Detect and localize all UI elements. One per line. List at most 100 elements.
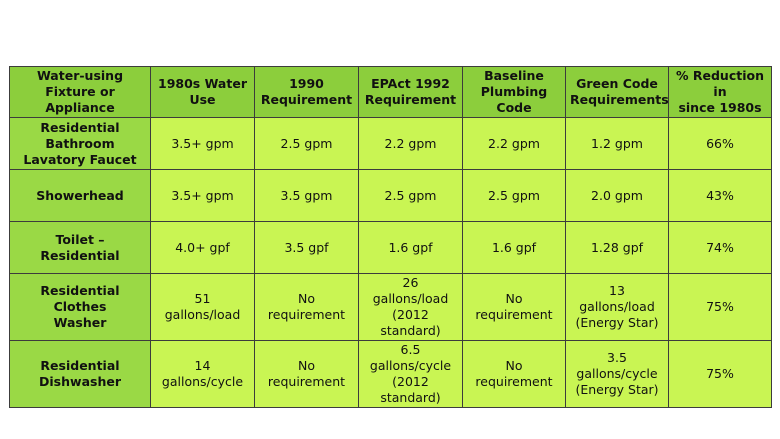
cell-text: 75% bbox=[706, 299, 734, 314]
cell-text: No requirement bbox=[267, 291, 346, 322]
row-header-text: Residential Dishwasher bbox=[39, 358, 121, 389]
cell-percent-reduction: 43% bbox=[668, 169, 772, 222]
cell-epact-1992: 2.2 gpm bbox=[358, 117, 463, 170]
cell-text: 1.2 gpm bbox=[591, 135, 643, 151]
cell-epact-1992: 2.5 gpm bbox=[358, 169, 463, 222]
cell-note: (Energy Star) bbox=[575, 382, 659, 397]
cell-1990-requirement: No requirement bbox=[254, 340, 359, 408]
cell-text: 51 gallons/load bbox=[164, 291, 241, 322]
cell-green-code: 13 gallons/load (Energy Star) bbox=[565, 273, 669, 341]
row-header-text: Residential Bathroom bbox=[40, 119, 120, 151]
cell-text: No requirement bbox=[267, 358, 346, 389]
row-header-fixture: Showerhead bbox=[9, 169, 151, 222]
cell-green-code: 2.0 gpm bbox=[565, 169, 669, 222]
header-text: Requirement bbox=[364, 92, 457, 107]
cell-epact-1992: 1.6 gpf bbox=[358, 221, 463, 274]
header-text: Water-using Fixture or bbox=[36, 68, 124, 99]
cell-text: 14 gallons/cycle bbox=[161, 358, 244, 389]
cell-text: 6.5 gallons/cycle bbox=[369, 342, 452, 373]
table-row: Showerhead 3.5+ gpm 3.5 gpm 2.5 gpm 2.5 … bbox=[9, 169, 772, 222]
header-text: 1990 bbox=[289, 76, 324, 91]
header-1980s-water-use: 1980s Water Use bbox=[150, 66, 255, 118]
header-green-code: Green Code Requirements bbox=[565, 66, 669, 118]
cell-text: 3.5 gallons/cycle bbox=[576, 350, 658, 381]
row-header-fixture: Residential Dishwasher bbox=[9, 340, 151, 408]
header-text: Plumbing Code bbox=[480, 84, 548, 115]
cell-1980s-water-use: 3.5+ gpm bbox=[150, 117, 255, 170]
header-percent-reduction: % Reduction in since 1980s bbox=[668, 66, 772, 118]
cell-baseline-plumbing-code: No requirement bbox=[462, 340, 566, 408]
cell-epact-1992: 26 gallons/load (2012 standard) bbox=[358, 273, 463, 341]
table-header-row: Water-using Fixture or Appliance 1980s W… bbox=[9, 66, 772, 118]
cell-text: 1.6 gpf bbox=[388, 239, 433, 255]
cell-text: 75% bbox=[706, 366, 734, 381]
row-header-text: Showerhead bbox=[36, 187, 124, 203]
cell-text: 3.5+ gpm bbox=[171, 187, 234, 203]
header-fixture: Water-using Fixture or Appliance bbox=[9, 66, 151, 118]
cell-1980s-water-use: 51 gallons/load bbox=[150, 273, 255, 341]
header-text: Baseline bbox=[484, 68, 544, 83]
row-header-text: Toilet – Residential bbox=[40, 231, 120, 263]
row-header-text: Residential Clothes bbox=[40, 283, 120, 314]
cell-percent-reduction: 74% bbox=[668, 221, 772, 274]
cell-text: 2.0 gpm bbox=[591, 187, 643, 203]
cell-text: No requirement bbox=[475, 358, 553, 389]
row-header-text: Lavatory Faucet bbox=[23, 151, 137, 167]
cell-1990-requirement: No requirement bbox=[254, 273, 359, 341]
header-1990-requirement: 1990 Requirement bbox=[254, 66, 359, 118]
cell-note: (Energy Star) bbox=[575, 315, 659, 330]
row-header-fixture: Residential Bathroom Lavatory Faucet bbox=[9, 117, 151, 170]
header-text: since 1980s bbox=[678, 100, 762, 115]
cell-percent-reduction: 75% bbox=[668, 273, 772, 341]
cell-text: 2.5 gpm bbox=[488, 187, 540, 203]
water-use-table: Water-using Fixture or Appliance 1980s W… bbox=[9, 66, 772, 408]
cell-text: 2.2 gpm bbox=[488, 135, 540, 151]
cell-baseline-plumbing-code: 2.5 gpm bbox=[462, 169, 566, 222]
cell-baseline-plumbing-code: 2.2 gpm bbox=[462, 117, 566, 170]
cell-baseline-plumbing-code: No requirement bbox=[462, 273, 566, 341]
table-row: Toilet – Residential 4.0+ gpf 3.5 gpf 1.… bbox=[9, 221, 772, 274]
cell-1980s-water-use: 4.0+ gpf bbox=[150, 221, 255, 274]
header-text: Appliance bbox=[45, 100, 115, 115]
cell-text: 2.5 gpm bbox=[280, 135, 333, 151]
row-header-text: Washer bbox=[53, 315, 107, 330]
cell-1990-requirement: 3.5 gpm bbox=[254, 169, 359, 222]
cell-note: (2012 standard) bbox=[380, 307, 441, 338]
cell-text: 13 gallons/load bbox=[579, 283, 655, 314]
header-text: Green Code bbox=[576, 76, 658, 91]
cell-text: 3.5+ gpm bbox=[171, 135, 234, 151]
cell-text: 3.5 gpf bbox=[284, 239, 329, 255]
header-text: Requirements bbox=[570, 92, 669, 107]
header-text: % Reduction in bbox=[676, 68, 764, 99]
cell-epact-1992: 6.5 gallons/cycle (2012 standard) bbox=[358, 340, 463, 408]
row-header-fixture: Residential Clothes Washer bbox=[9, 273, 151, 341]
row-header-fixture: Toilet – Residential bbox=[9, 221, 151, 274]
cell-note: (2012 standard) bbox=[380, 374, 441, 405]
cell-text: 66% bbox=[706, 135, 734, 151]
header-text: Requirement bbox=[260, 92, 353, 107]
header-text: EPAct 1992 bbox=[371, 76, 450, 91]
cell-baseline-plumbing-code: 1.6 gpf bbox=[462, 221, 566, 274]
table-row: Residential Bathroom Lavatory Faucet 3.5… bbox=[9, 117, 772, 170]
table-row: Residential Clothes Washer 51 gallons/lo… bbox=[9, 273, 772, 341]
header-baseline-plumbing-code: Baseline Plumbing Code bbox=[462, 66, 566, 118]
cell-green-code: 3.5 gallons/cycle (Energy Star) bbox=[565, 340, 669, 408]
cell-text: 43% bbox=[706, 187, 734, 203]
cell-text: 1.6 gpf bbox=[491, 239, 537, 255]
table-row: Residential Dishwasher 14 gallons/cycle … bbox=[9, 340, 772, 408]
header-text: 1980s Water Use bbox=[158, 76, 247, 107]
cell-1980s-water-use: 14 gallons/cycle bbox=[150, 340, 255, 408]
cell-text: 2.2 gpm bbox=[384, 135, 437, 151]
cell-text: 74% bbox=[706, 239, 734, 255]
cell-text: 1.28 gpf bbox=[590, 239, 644, 255]
cell-text: 2.5 gpm bbox=[384, 187, 437, 203]
cell-1990-requirement: 2.5 gpm bbox=[254, 117, 359, 170]
cell-percent-reduction: 75% bbox=[668, 340, 772, 408]
cell-text: 3.5 gpm bbox=[280, 187, 333, 203]
cell-green-code: 1.2 gpm bbox=[565, 117, 669, 170]
cell-text: 26 gallons/load bbox=[372, 275, 449, 306]
cell-green-code: 1.28 gpf bbox=[565, 221, 669, 274]
header-epact-1992: EPAct 1992 Requirement bbox=[358, 66, 463, 118]
cell-1980s-water-use: 3.5+ gpm bbox=[150, 169, 255, 222]
cell-percent-reduction: 66% bbox=[668, 117, 772, 170]
